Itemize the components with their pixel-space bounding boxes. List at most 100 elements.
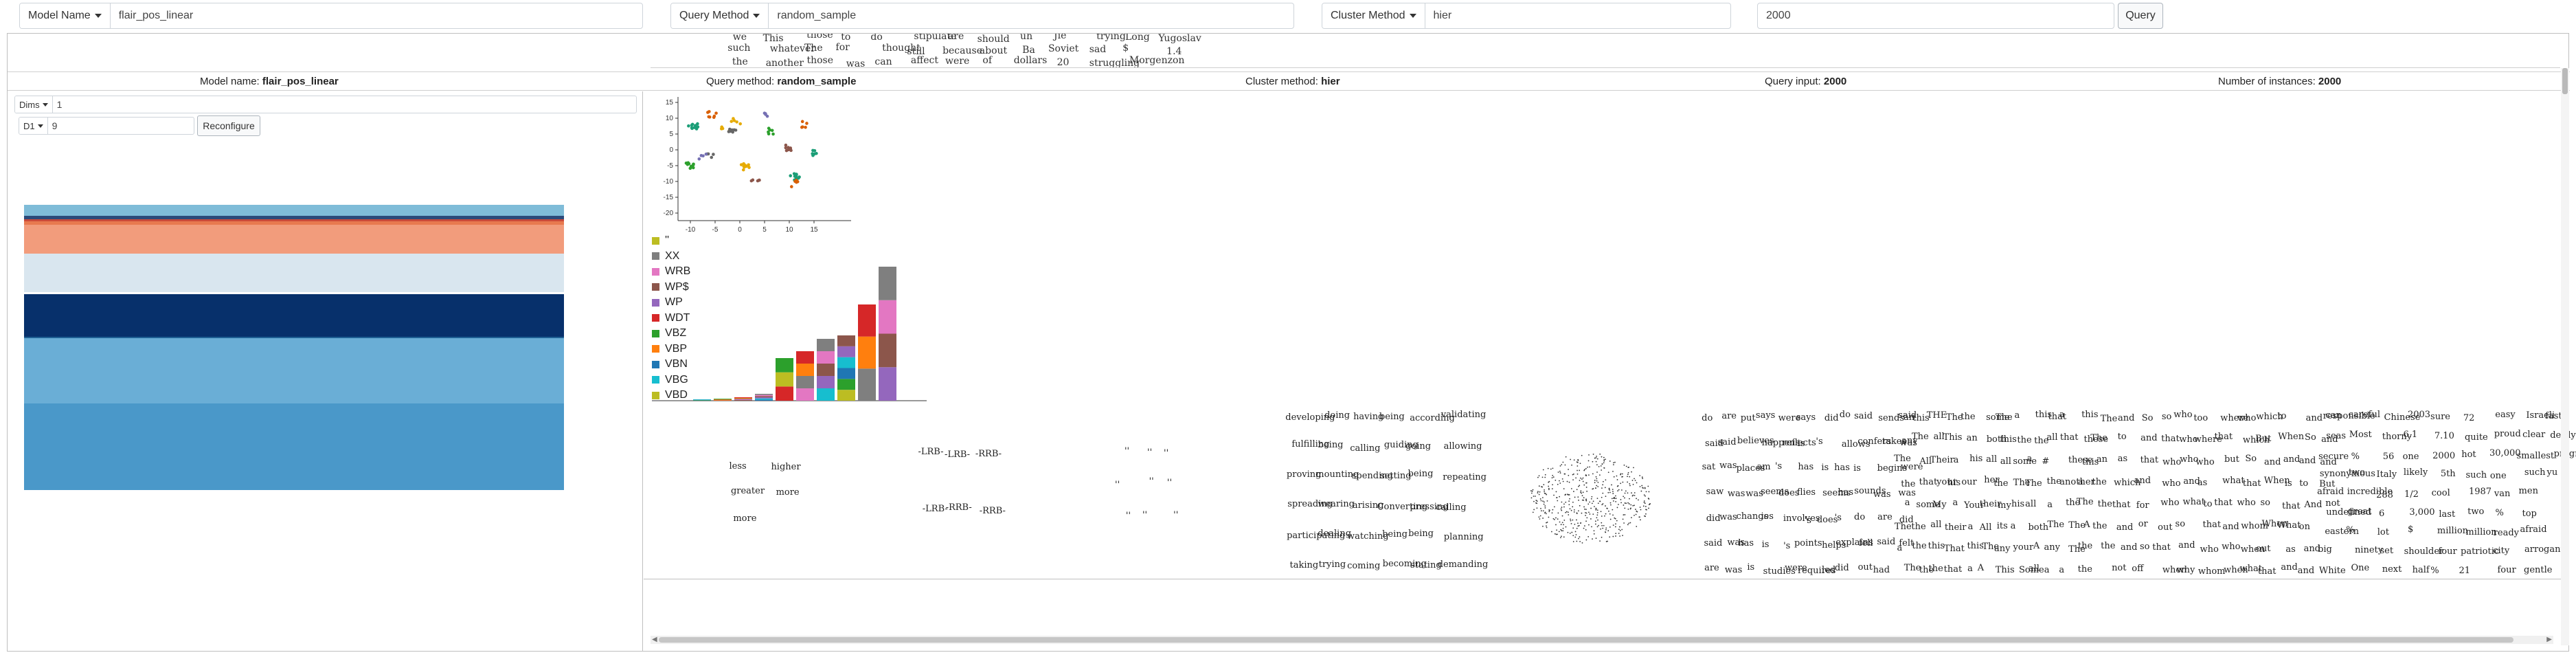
scatter-point — [694, 126, 699, 130]
bar-segment — [755, 397, 773, 399]
cloud-word: and — [2283, 454, 2301, 465]
cloud-dot — [1574, 496, 1576, 498]
cloud-dot — [1538, 475, 1540, 477]
cloud-dot — [1609, 502, 1612, 504]
cloud-word: clear — [2522, 430, 2546, 441]
cloud-dot — [1603, 524, 1605, 526]
cloud-dot — [1627, 467, 1629, 469]
cloud-dot — [1563, 506, 1565, 508]
cloud-dot — [1645, 515, 1647, 518]
cloud-dot — [1627, 492, 1629, 494]
cloud-dot — [1533, 496, 1535, 497]
cloud-dot — [1601, 487, 1603, 489]
cloud-word: Your — [1964, 500, 1985, 511]
query-method-dropdown[interactable]: Query Method — [671, 3, 769, 28]
query-input[interactable] — [1758, 3, 2114, 28]
cloud-word: reflects — [1782, 438, 1816, 449]
cloud-word: we — [732, 34, 747, 43]
horizontal-scroll-thumb[interactable] — [659, 637, 2513, 643]
cloud-dot — [1634, 492, 1636, 493]
reconfigure-button[interactable]: Reconfigure — [197, 115, 260, 136]
cloud-word: and — [2303, 543, 2321, 554]
bar-segment — [776, 358, 793, 373]
cloud-word: about — [979, 45, 1008, 57]
cloud-word: The — [1903, 562, 1921, 573]
model-name-dropdown[interactable]: Model Name — [20, 3, 111, 28]
cloud-dot — [1559, 496, 1560, 498]
cloud-word: 2003 — [2407, 410, 2431, 421]
cloud-word: half — [2412, 564, 2430, 575]
cloud-word: whom — [2241, 520, 2268, 531]
cloud-word: an — [1966, 433, 1978, 444]
cloud-dot — [1548, 516, 1550, 518]
cloud-word: dollars — [1013, 55, 1048, 67]
cloud-dot — [1592, 454, 1594, 455]
cloud-dot — [1572, 519, 1574, 521]
scatter-point — [731, 130, 734, 134]
cloud-dot — [1581, 495, 1583, 497]
cloud-word: fell — [1858, 537, 1873, 548]
bar-segment — [817, 351, 835, 364]
scroll-right-icon[interactable]: ▶ — [2546, 636, 2552, 643]
cloud-dot — [1601, 522, 1603, 524]
cloud-dot — [1550, 531, 1552, 533]
scatter-point — [805, 122, 809, 125]
cloud-dot — [1641, 485, 1643, 487]
query-method-input[interactable] — [769, 3, 1293, 28]
cloud-dot — [1622, 535, 1623, 537]
cloud-dot — [1644, 487, 1646, 489]
dimension-dropdown[interactable]: D1 — [19, 118, 48, 134]
model-name-input[interactable] — [110, 3, 642, 28]
cloud-dot — [1597, 502, 1599, 504]
cloud-dot — [1586, 490, 1588, 492]
cloud-dot — [1555, 524, 1557, 526]
horizontal-scrollbar[interactable]: ◀ ▶ — [651, 636, 2553, 644]
cloud-word: that — [2140, 455, 2159, 466]
cloud-dot — [1631, 492, 1632, 494]
cloud-word: a — [2077, 477, 2083, 488]
cloud-word: The — [2013, 477, 2031, 488]
query-button[interactable]: Query — [2118, 3, 2163, 29]
cloud-dot — [1616, 479, 1618, 480]
stack-band — [24, 403, 564, 490]
info-instances-label: Number of instances: — [2218, 76, 2316, 87]
cloud-word: eastern — [2325, 526, 2359, 537]
cloud-dot — [1596, 478, 1598, 480]
x-tick-label: -10 — [686, 226, 696, 234]
cluster-method-input[interactable] — [1425, 3, 1730, 28]
cloud-dot — [1615, 500, 1617, 502]
cloud-dot — [1592, 460, 1594, 463]
scatter-point — [742, 162, 745, 166]
cloud-word: The — [2090, 433, 2108, 444]
dims-input[interactable] — [52, 96, 636, 113]
cloud-word: felt — [1899, 538, 1914, 549]
cloud-word: 1987 — [2468, 486, 2492, 497]
bar-segment — [714, 399, 732, 401]
cloud-dot — [1548, 487, 1550, 489]
scatter-point — [813, 152, 816, 156]
dims-dropdown[interactable]: Dims — [15, 96, 53, 113]
cloud-word: the — [1928, 564, 1943, 575]
cloud-word: this — [2000, 434, 2017, 445]
cloud-word: is — [1853, 463, 1861, 474]
cloud-dot — [1616, 507, 1618, 509]
cloud-word: was — [1719, 460, 1737, 471]
cloud-word: Most — [2349, 429, 2372, 440]
scroll-left-icon[interactable]: ◀ — [652, 636, 657, 643]
cluster-method-dropdown[interactable]: Cluster Method — [1322, 3, 1425, 28]
cloud-word: smallest — [2516, 450, 2555, 461]
cloud-word: to — [2203, 499, 2213, 510]
cloud-word: The — [804, 43, 823, 54]
vertical-scrollbar[interactable] — [2561, 68, 2569, 645]
cloud-word: Converting — [1377, 502, 1428, 513]
dimension-input[interactable] — [47, 118, 194, 134]
vertical-scroll-thumb[interactable] — [2562, 68, 2568, 94]
cloud-dot — [1601, 536, 1603, 538]
cloud-word: and — [2121, 542, 2138, 553]
cloud-word: 5th — [2440, 469, 2456, 480]
cloud-word: a — [1967, 522, 1974, 533]
cloud-dot — [1548, 481, 1550, 483]
cloud-word: all — [2025, 498, 2037, 509]
cloud-dot — [1579, 522, 1581, 524]
cloud-dot — [1627, 474, 1629, 476]
